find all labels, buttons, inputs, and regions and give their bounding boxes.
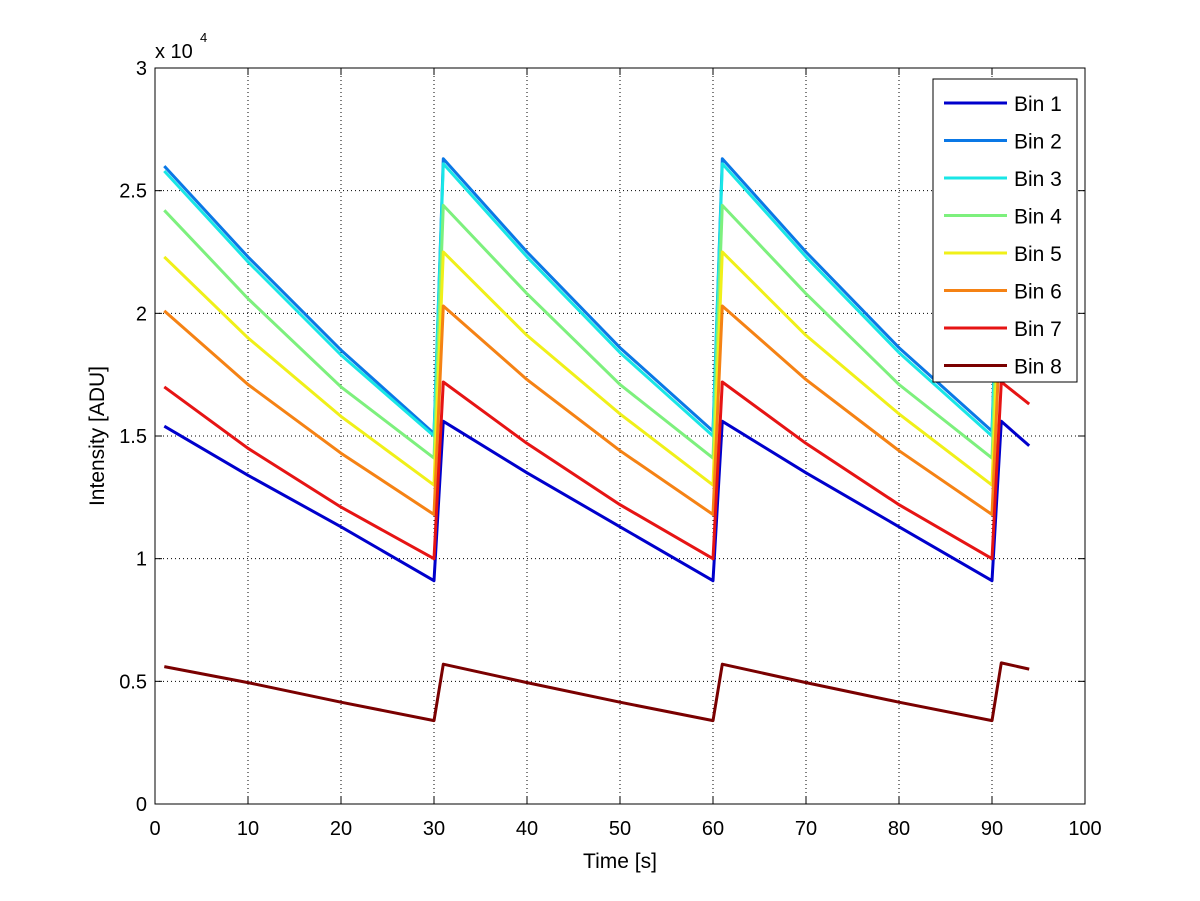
x-tick-label: 30	[423, 818, 445, 840]
x-tick-label: 20	[330, 818, 352, 840]
legend-label: Bin 7	[1014, 318, 1062, 341]
y-exponent-label: x 10	[155, 41, 193, 63]
series-line-bin-4	[163, 203, 1031, 460]
legend-label: Bin 1	[1014, 93, 1062, 116]
x-tick-label: 80	[888, 818, 910, 840]
y-tick-label: 1	[136, 549, 147, 571]
legend-box	[932, 78, 1078, 383]
series-group	[163, 157, 1031, 723]
x-tick-label: 0	[149, 818, 160, 840]
x-tick-label: 100	[1068, 818, 1101, 840]
x-tick-label: 10	[237, 818, 259, 840]
y-tick-label: 3	[136, 58, 147, 80]
x-axis-label: Time [s]	[583, 850, 657, 873]
legend-item: Bin 7	[944, 318, 1062, 341]
x-tick-label: 50	[609, 818, 631, 840]
legend-item: Bin 4	[944, 206, 1062, 229]
x-tick-label: 40	[516, 818, 538, 840]
y-tick-label: 1.5	[119, 426, 147, 448]
legend-item: Bin 6	[944, 281, 1062, 304]
y-tick-label: 0.5	[119, 671, 147, 693]
legend-label: Bin 4	[1014, 206, 1062, 229]
y-exponent-power: 4	[200, 30, 207, 45]
legend-label: Bin 2	[1014, 131, 1062, 154]
legend-label: Bin 3	[1014, 168, 1062, 191]
ticks: 0 10 20 30 40 50 60 70 80 90 100 0 0.5 1 1.5 2 2.5 3	[119, 58, 1102, 840]
y-axis-label: Intensity [ADU]	[86, 366, 109, 506]
legend-item: Bin 8	[944, 356, 1062, 379]
legend-label: Bin 5	[1014, 243, 1062, 266]
y-tick-label: 2	[136, 303, 147, 325]
y-tick-label: 2.5	[119, 181, 147, 203]
legend-item: Bin 3	[944, 168, 1062, 191]
series-line-bin-3	[163, 162, 1031, 438]
x-tick-label: 90	[981, 818, 1003, 840]
legend-label: Bin 8	[1014, 356, 1062, 379]
x-tick-label: 60	[702, 818, 724, 840]
y-tick-label: 0	[136, 794, 147, 816]
legend-item: Bin 1	[944, 93, 1062, 116]
series-line-bin-2	[163, 157, 1031, 435]
legend-item: Bin 2	[944, 131, 1062, 154]
legend-label: Bin 6	[1014, 281, 1062, 304]
series-line-bin-7	[163, 380, 1031, 561]
series-line-bin-1	[163, 419, 1031, 583]
series-line-bin-8	[164, 661, 1030, 723]
series-line-bin-6	[163, 304, 1031, 516]
series-line-bin-5	[163, 250, 1031, 487]
legend: Bin 1 Bin 2 Bin 3 Bin 4 Bin 5 Bin 6 Bin 7 Bin 8	[932, 78, 1078, 383]
x-tick-label: 70	[795, 818, 817, 840]
legend-item: Bin 5	[944, 243, 1062, 266]
